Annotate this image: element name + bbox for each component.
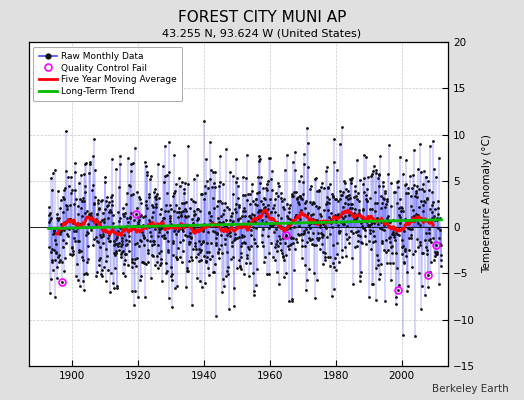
Text: 43.255 N, 93.624 W (United States): 43.255 N, 93.624 W (United States) [162,28,362,38]
Legend: Raw Monthly Data, Quality Control Fail, Five Year Moving Average, Long-Term Tren: Raw Monthly Data, Quality Control Fail, … [34,46,182,102]
Text: FOREST CITY MUNI AP: FOREST CITY MUNI AP [178,10,346,25]
Text: Berkeley Earth: Berkeley Earth [432,384,508,394]
Y-axis label: Temperature Anomaly (°C): Temperature Anomaly (°C) [482,134,492,274]
